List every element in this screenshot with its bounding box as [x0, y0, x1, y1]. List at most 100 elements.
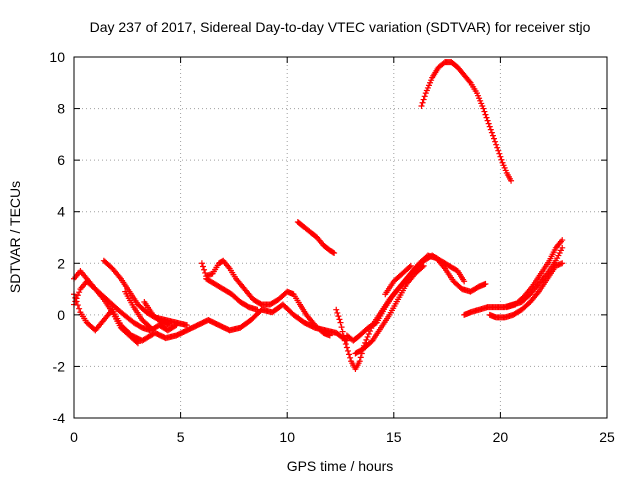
data-point: [74, 292, 81, 299]
data-point: [495, 147, 502, 154]
data-point: [335, 313, 342, 320]
series-track-12: [352, 262, 427, 357]
x-tick-label: 5: [177, 429, 185, 445]
data-point: [407, 262, 414, 269]
x-tick-label: 20: [493, 429, 509, 445]
data-point: [198, 260, 205, 267]
data-point: [489, 132, 496, 139]
data-point: [420, 262, 427, 269]
x-tick-label: 0: [70, 429, 78, 445]
data-point: [365, 331, 372, 338]
data-point: [418, 102, 425, 109]
data-point: [357, 354, 364, 361]
data-point: [338, 324, 345, 331]
data-point: [356, 358, 363, 365]
axis-ticks: 0 5 10 15 20 25 -4 -2 0 2 4 6 8 10: [49, 49, 615, 445]
y-tick-label: 6: [57, 152, 65, 168]
data-point: [480, 105, 487, 112]
data-point: [73, 295, 80, 302]
data-point: [481, 108, 488, 115]
data-point: [493, 141, 500, 148]
data-point: [333, 306, 340, 313]
data-point: [337, 319, 344, 326]
x-axis-label: GPS time / hours: [287, 458, 394, 474]
data-point: [346, 351, 353, 358]
data-point: [326, 332, 333, 339]
series-track-13: [382, 262, 414, 298]
data-point: [496, 150, 503, 157]
y-tick-label: 4: [57, 204, 65, 220]
data-point: [76, 289, 83, 296]
data-point: [363, 336, 370, 343]
series-track-7: [198, 257, 333, 339]
data-point: [559, 244, 566, 251]
data-point: [466, 78, 473, 85]
data-point: [341, 337, 348, 344]
data-points: [71, 59, 566, 373]
x-tick-label: 25: [599, 429, 615, 445]
y-tick-label: 0: [57, 307, 65, 323]
data-point: [342, 341, 349, 348]
data-point: [483, 114, 490, 121]
series-track-4: [100, 257, 190, 329]
data-point: [497, 153, 504, 160]
data-point: [498, 156, 505, 163]
data-point: [147, 324, 154, 331]
data-point: [488, 129, 495, 136]
data-point: [134, 340, 141, 347]
data-point: [364, 333, 371, 340]
data-point: [492, 138, 499, 145]
data-point: [133, 339, 140, 346]
y-tick-label: -2: [53, 358, 66, 374]
data-point: [406, 263, 413, 270]
data-point: [254, 306, 261, 313]
data-point: [201, 266, 208, 273]
data-point: [334, 309, 341, 316]
y-tick-label: -4: [53, 410, 66, 426]
y-axis-label: SDTVAR / TECUs: [7, 181, 23, 293]
series-track-9: [294, 219, 338, 256]
series-track-11: [343, 252, 489, 344]
data-point: [482, 280, 489, 287]
data-point: [421, 93, 428, 100]
x-tick-label: 15: [386, 429, 402, 445]
series-track-8: [203, 275, 261, 313]
data-point: [331, 249, 338, 256]
series-track-5: [122, 288, 154, 331]
y-tick-label: 2: [57, 255, 65, 271]
series-track-3: [71, 278, 141, 347]
chart-title: Day 237 of 2017, Sidereal Day-to-day VTE…: [90, 19, 591, 35]
data-point: [461, 278, 468, 285]
data-point: [419, 263, 426, 270]
data-point: [367, 328, 374, 335]
data-point: [76, 305, 83, 312]
data-point: [72, 298, 79, 305]
data-point: [559, 237, 566, 244]
data-point: [344, 347, 351, 354]
data-point: [347, 354, 354, 361]
y-tick-label: 8: [57, 101, 65, 117]
data-point: [336, 316, 343, 323]
series-track-6: [141, 298, 173, 329]
data-point: [419, 99, 426, 106]
data-point: [494, 144, 501, 151]
data-point: [330, 249, 337, 256]
data-point: [559, 260, 566, 267]
series-track-16: [486, 260, 566, 321]
data-point: [484, 117, 491, 124]
data-point: [343, 344, 350, 351]
data-point: [339, 328, 346, 335]
data-point: [183, 322, 190, 329]
data-point: [485, 120, 492, 127]
data-point: [482, 111, 489, 118]
data-point: [486, 123, 493, 130]
series-track-17: [503, 237, 566, 311]
series-track-14: [418, 59, 515, 184]
data-point: [508, 177, 515, 184]
plot-frame: [73, 56, 608, 419]
data-point: [487, 126, 494, 133]
data-point: [420, 96, 427, 103]
data-point: [491, 135, 498, 142]
y-tick-label: 10: [49, 49, 65, 65]
